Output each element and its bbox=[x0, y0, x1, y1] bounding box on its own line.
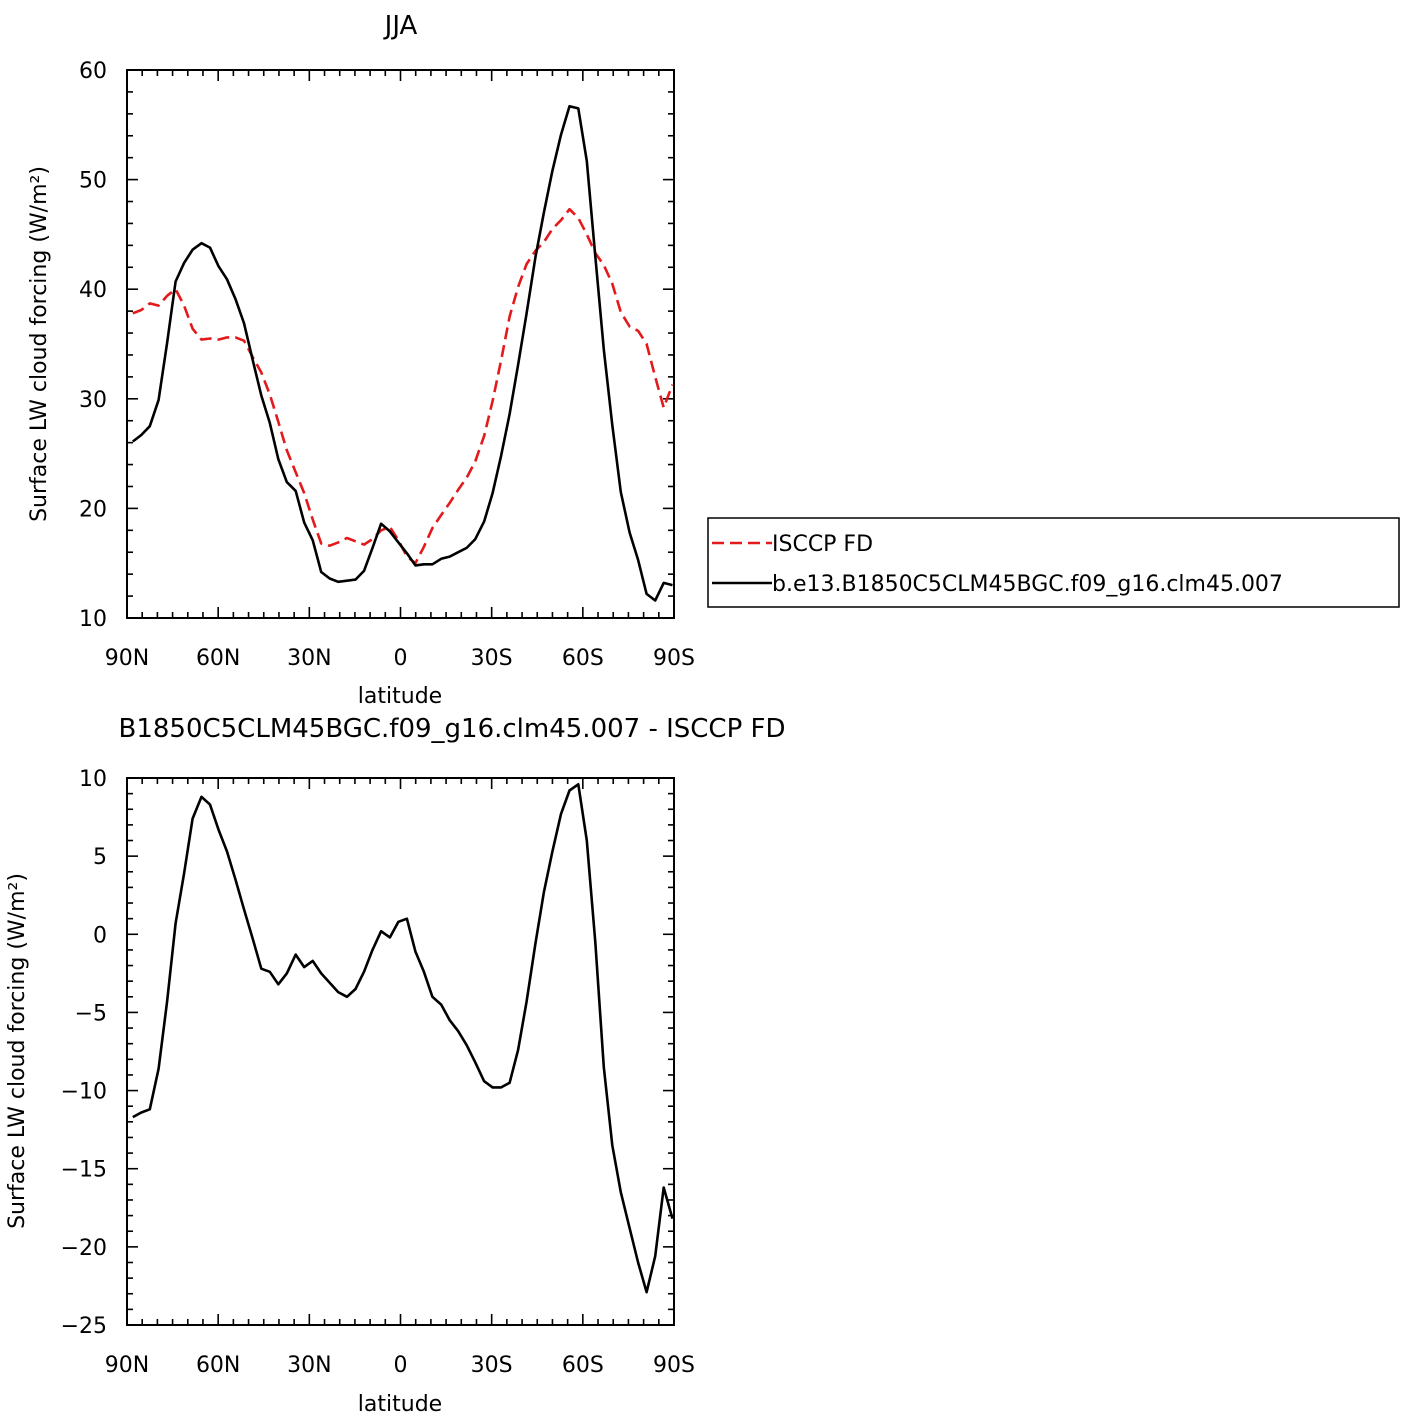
x-tick-label: 60S bbox=[562, 646, 604, 671]
bottom-panel-ylabel: Surface LW cloud forcing (W/m²) bbox=[5, 873, 30, 1229]
x-tick-label: 0 bbox=[394, 1353, 408, 1378]
x-tick-label: 30N bbox=[287, 646, 331, 671]
series-line-0-0 bbox=[132, 207, 674, 565]
top-panel-title: JJA bbox=[383, 11, 418, 41]
y-tick-label: 5 bbox=[93, 845, 107, 870]
y-tick-label: 40 bbox=[79, 278, 107, 303]
y-tick-label: 60 bbox=[79, 59, 107, 84]
x-tick-label: 0 bbox=[394, 646, 408, 671]
x-tick-label: 90S bbox=[653, 1353, 695, 1378]
y-tick-label: 10 bbox=[79, 607, 107, 632]
x-tick-label: 30S bbox=[471, 1353, 513, 1378]
y-tick-label: 10 bbox=[79, 767, 107, 792]
top-panel-lines bbox=[132, 104, 674, 602]
legend-label-model: b.e13.B1850C5CLM45BGC.f09_g16.clm45.007 bbox=[772, 572, 1283, 597]
y-tick-label: −20 bbox=[61, 1236, 107, 1261]
y-tick-label: −15 bbox=[61, 1158, 107, 1183]
bottom-panel-lines bbox=[132, 783, 674, 1294]
x-tick-label: 30S bbox=[471, 646, 513, 671]
series-line-0-1 bbox=[132, 104, 673, 602]
bottom-panel-frame bbox=[126, 777, 675, 1326]
x-tick-label: 30N bbox=[287, 1353, 331, 1378]
x-tick-label: 60N bbox=[196, 646, 240, 671]
top-panel-ylabel: Surface LW cloud forcing (W/m²) bbox=[27, 166, 52, 522]
x-tick-label: 90N bbox=[105, 646, 149, 671]
bottom-panel-xlabel: latitude bbox=[358, 1392, 442, 1417]
top-panel-frame bbox=[126, 69, 675, 619]
legend-label-isccp: ISCCP FD bbox=[772, 532, 873, 557]
bottom-panel: B1850C5CLM45BGC.f09_g16.clm45.007 - ISCC… bbox=[5, 714, 786, 1417]
x-tick-label: 90S bbox=[653, 646, 695, 671]
y-tick-label: 30 bbox=[79, 388, 107, 413]
top-panel: JJA 90N 60N 30N 0 30S 60S 90S 10 20 30 40 50 60 lati… bbox=[27, 11, 1400, 709]
x-tick-label: 90N bbox=[105, 1353, 149, 1378]
top-panel-ticks: 90N 60N 30N 0 30S 60S 90S 10 20 30 40 50 60 bbox=[79, 59, 695, 671]
y-tick-label: 20 bbox=[79, 497, 107, 522]
series-line-1-0 bbox=[132, 783, 674, 1294]
y-tick-label: −10 bbox=[61, 1080, 107, 1105]
bottom-panel-ticks: 90N 60N 30N 0 30S 60S 90S −25 −20 −15 −10 −5 0 5 10 bbox=[61, 767, 695, 1378]
y-tick-label: −25 bbox=[61, 1314, 107, 1339]
legend-box bbox=[707, 517, 1400, 608]
x-tick-label: 60S bbox=[562, 1353, 604, 1378]
y-tick-label: 0 bbox=[93, 923, 107, 948]
y-tick-label: −5 bbox=[75, 1001, 107, 1026]
y-tick-label: 50 bbox=[79, 169, 107, 194]
top-panel-xlabel: latitude bbox=[358, 684, 442, 709]
legend: ISCCP FD b.e13.B1850C5CLM45BGC.f09_g16.c… bbox=[707, 517, 1400, 608]
bottom-panel-title: B1850C5CLM45BGC.f09_g16.clm45.007 - ISCC… bbox=[118, 714, 785, 744]
x-tick-label: 60N bbox=[196, 1353, 240, 1378]
